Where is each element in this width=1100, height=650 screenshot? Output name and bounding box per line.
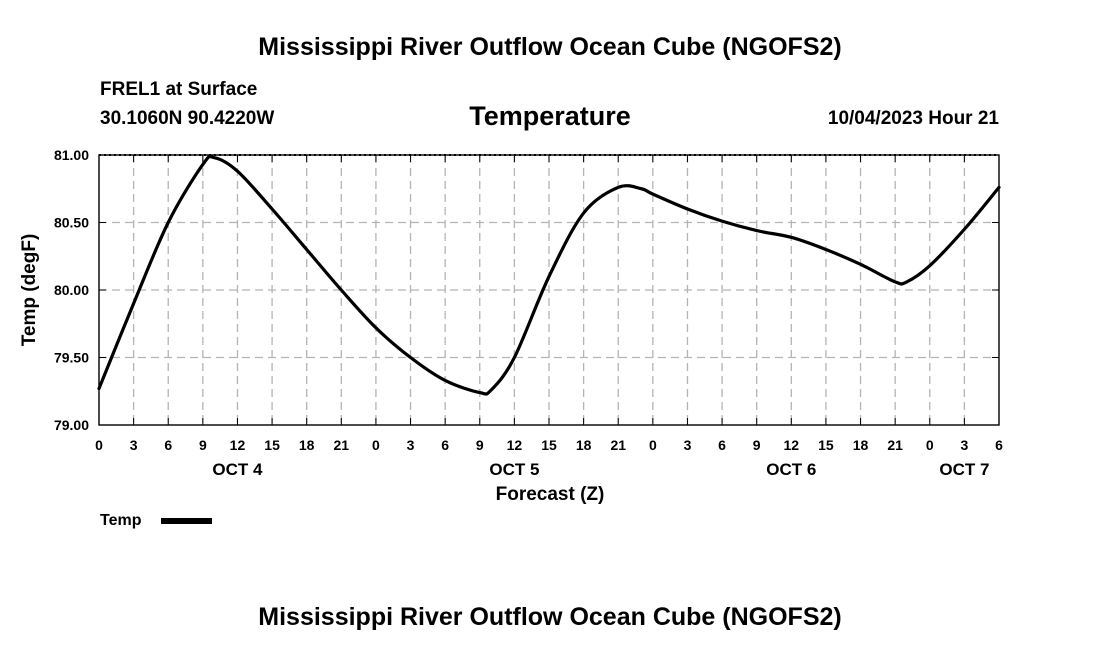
x-tick-label: 6 — [441, 437, 449, 453]
x-tick-label: 3 — [684, 437, 692, 453]
series-line-temp — [97, 154, 1001, 396]
x-tick-label: 0 — [372, 437, 380, 453]
chart-title: Mississippi River Outflow Ocean Cube (NG… — [258, 33, 841, 61]
x-tick-label: 15 — [541, 437, 557, 453]
day-label: OCT 7 — [939, 460, 989, 479]
y-tick-label: 80.50 — [54, 215, 89, 231]
legend-label: Temp — [100, 512, 142, 529]
y-tick-label: 80.00 — [54, 282, 89, 298]
x-axis-label: Forecast (Z) — [496, 484, 605, 505]
x-tick-label: 18 — [853, 437, 869, 453]
station-label: FREL1 at Surface — [100, 79, 257, 100]
x-tick-label: 18 — [299, 437, 315, 453]
x-tick-label: 21 — [887, 437, 903, 453]
axis-ticks: 0 3 6 9 12 15 18 21 0 3 6 9 12 15 18 21 0 3 6 9 12 15 18 21 0 3 6 7… — [54, 147, 1003, 479]
x-tick-label: 3 — [960, 437, 968, 453]
legend: Temp — [100, 512, 212, 529]
variable-title: Temperature — [469, 101, 631, 131]
x-tick-label: 9 — [476, 437, 484, 453]
day-label: OCT 4 — [212, 460, 263, 479]
x-tick-label: 3 — [407, 437, 415, 453]
station-coords: 30.1060N 90.4220W — [100, 108, 274, 129]
x-tick-label: 0 — [95, 437, 103, 453]
x-tick-label: 21 — [334, 437, 350, 453]
x-tick-label: 9 — [199, 437, 207, 453]
x-tick-label: 6 — [718, 437, 726, 453]
series-layer — [97, 154, 1001, 396]
y-tick-label: 81.00 — [54, 147, 89, 163]
y-tick-label: 79.50 — [54, 350, 89, 366]
footer-title: Mississippi River Outflow Ocean Cube (NG… — [258, 603, 841, 631]
x-tick-label: 9 — [753, 437, 761, 453]
x-tick-label: 0 — [926, 437, 934, 453]
x-tick-label: 15 — [818, 437, 834, 453]
x-tick-label: 6 — [164, 437, 172, 453]
x-tick-label: 15 — [264, 437, 280, 453]
forecast-datetime: 10/04/2023 Hour 21 — [828, 108, 1000, 129]
x-tick-label: 12 — [230, 437, 246, 453]
y-tick-label: 79.00 — [54, 417, 89, 433]
x-tick-label: 0 — [649, 437, 657, 453]
x-tick-label: 12 — [507, 437, 523, 453]
x-tick-label: 6 — [995, 437, 1003, 453]
x-tick-label: 3 — [130, 437, 138, 453]
x-tick-label: 21 — [610, 437, 626, 453]
day-label: OCT 6 — [766, 460, 816, 479]
grid-lines — [99, 155, 999, 425]
x-tick-label: 18 — [576, 437, 592, 453]
day-label: OCT 5 — [489, 460, 539, 479]
x-tick-label: 12 — [784, 437, 800, 453]
y-axis-label: Temp (degF) — [19, 234, 40, 347]
